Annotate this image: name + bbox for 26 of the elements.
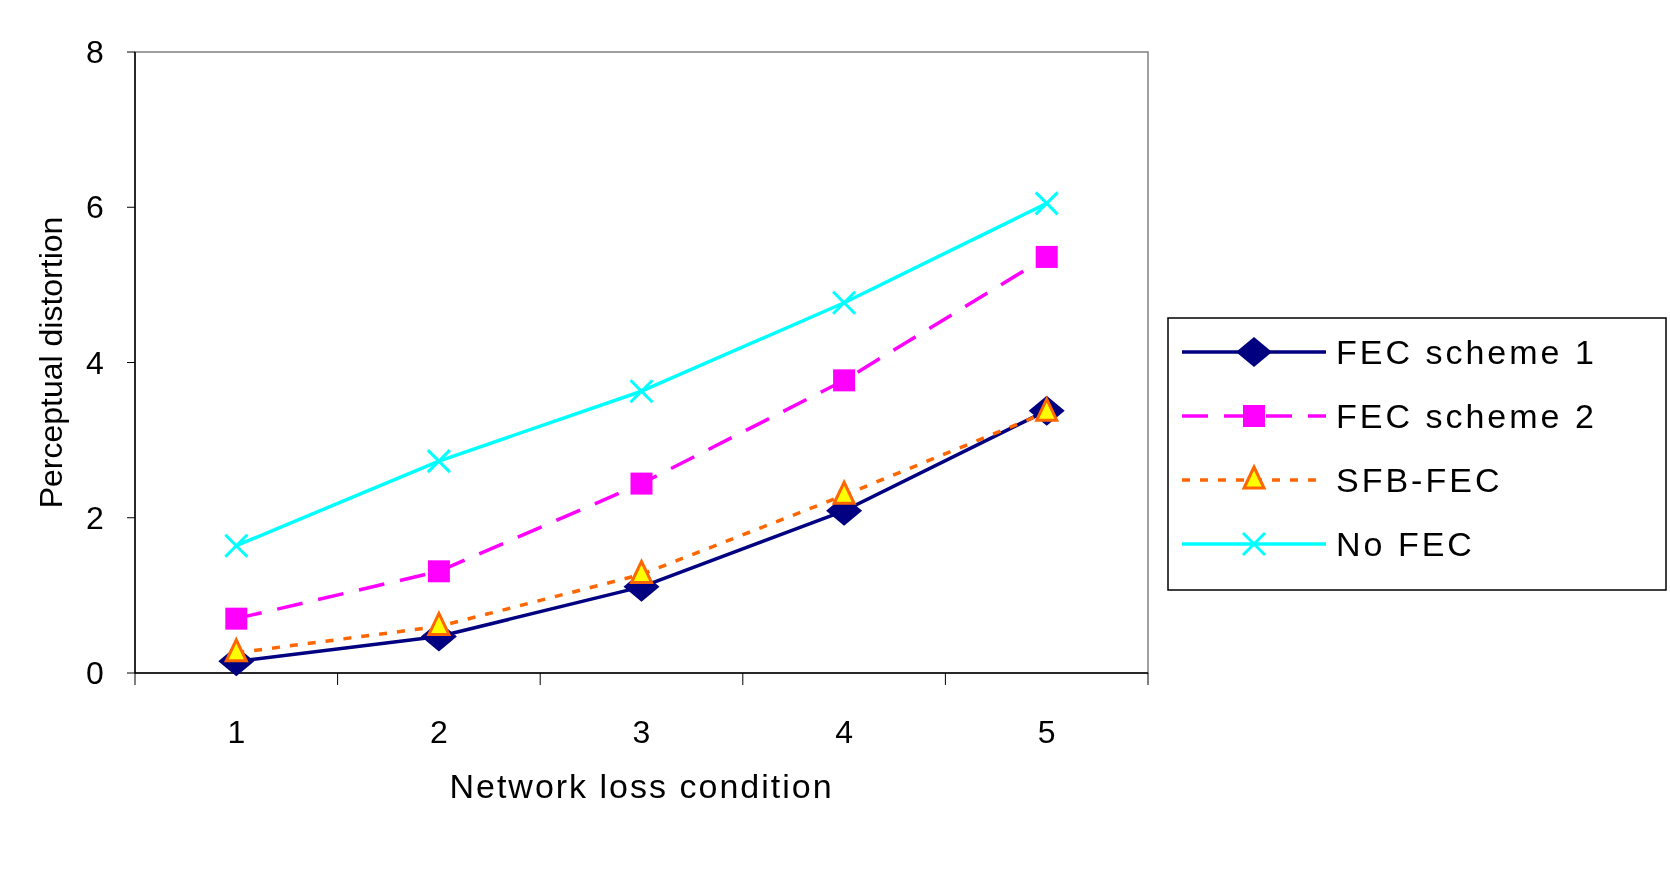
point <box>833 369 856 392</box>
y-axis-title: Perceptual distortion <box>33 216 69 509</box>
y-tick-label: 4 <box>86 344 104 381</box>
point <box>831 290 857 316</box>
point <box>223 533 249 559</box>
x-tick-label: 5 <box>1037 714 1056 750</box>
point <box>629 378 654 404</box>
x-tick-label: 4 <box>835 714 853 750</box>
point <box>630 472 653 495</box>
y-tick-label: 2 <box>86 499 104 536</box>
x-tick-label: 2 <box>430 714 448 750</box>
legend-label: No FEC <box>1336 524 1475 563</box>
legend-label: SFB-FEC <box>1336 460 1503 499</box>
point <box>426 448 452 474</box>
x-axis-title: Network loss condition <box>449 767 834 805</box>
y-tick-label: 0 <box>86 655 104 692</box>
legend-label: FEC scheme 2 <box>1336 396 1597 435</box>
point <box>1035 245 1058 268</box>
y-tick-label: 6 <box>86 189 104 226</box>
point <box>427 560 450 583</box>
x-tick-label: 1 <box>227 714 246 750</box>
point <box>1034 190 1060 216</box>
x-tick-label: 3 <box>632 714 651 750</box>
y-tick-label: 8 <box>86 34 104 71</box>
legend-label: FEC scheme 1 <box>1336 332 1597 371</box>
point <box>225 607 248 630</box>
